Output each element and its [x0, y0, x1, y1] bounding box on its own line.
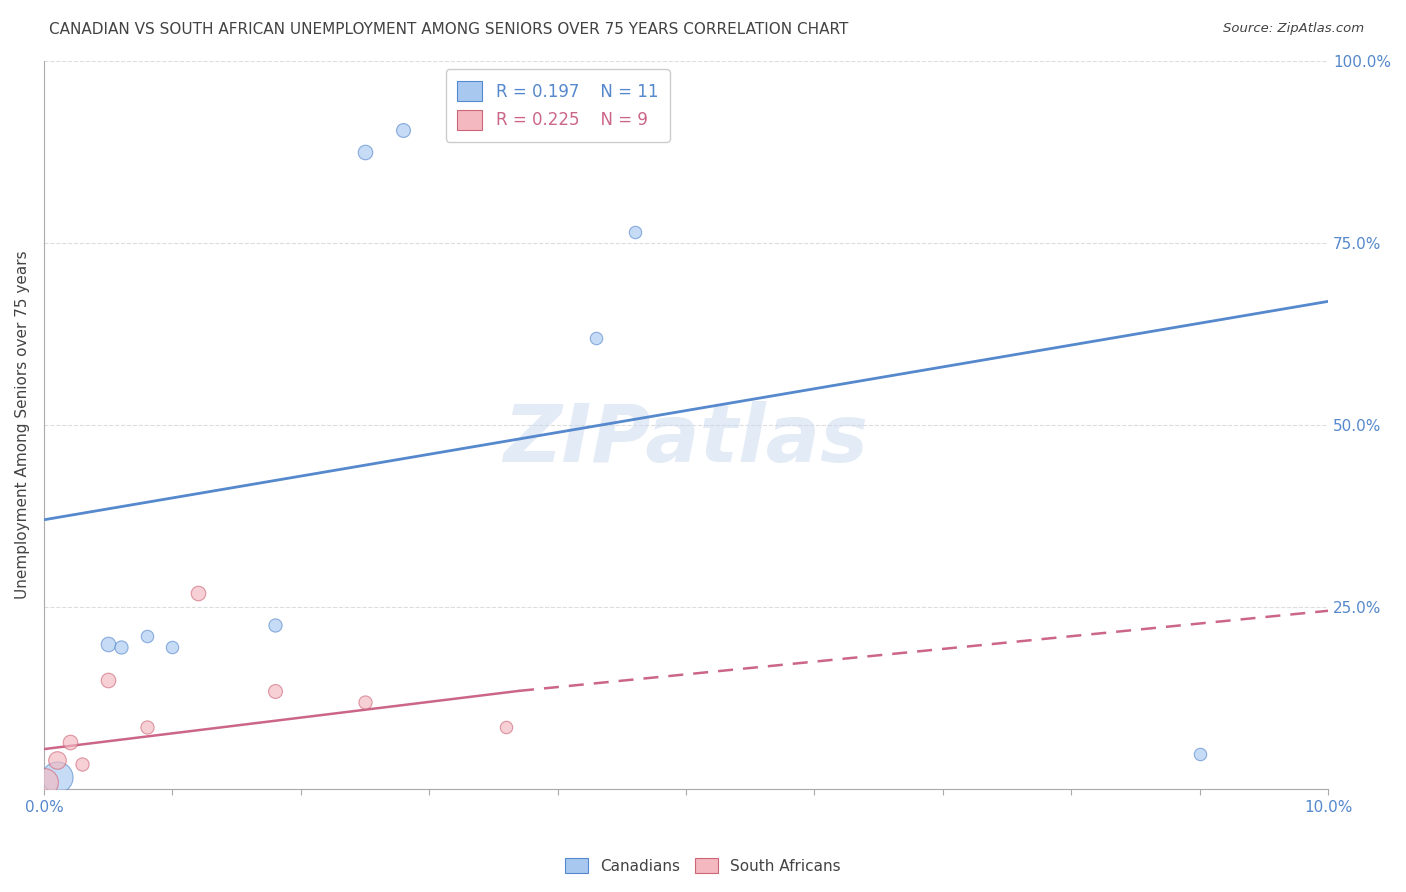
- Text: CANADIAN VS SOUTH AFRICAN UNEMPLOYMENT AMONG SENIORS OVER 75 YEARS CORRELATION C: CANADIAN VS SOUTH AFRICAN UNEMPLOYMENT A…: [49, 22, 849, 37]
- Point: [110, 640, 132, 655]
- Point: [495, 720, 517, 734]
- Text: Source: ZipAtlas.com: Source: ZipAtlas.com: [1223, 22, 1364, 36]
- Point: [354, 145, 377, 160]
- Point: [187, 585, 209, 599]
- Point: [264, 618, 287, 632]
- Point: [623, 225, 645, 239]
- Point: [45, 753, 67, 767]
- Point: [264, 684, 287, 698]
- Point: [135, 629, 157, 643]
- Point: [354, 695, 377, 709]
- Text: ZIPatlas: ZIPatlas: [503, 401, 869, 479]
- Legend: Canadians, South Africans: Canadians, South Africans: [558, 852, 848, 880]
- Point: [58, 735, 80, 749]
- Point: [1188, 747, 1211, 762]
- Point: [45, 771, 67, 785]
- Point: [32, 775, 55, 789]
- Point: [585, 331, 607, 345]
- Point: [482, 79, 505, 94]
- Point: [392, 123, 415, 137]
- Legend: R = 0.197    N = 11, R = 0.225    N = 9: R = 0.197 N = 11, R = 0.225 N = 9: [446, 70, 669, 142]
- Point: [135, 720, 157, 734]
- Point: [97, 673, 120, 687]
- Point: [162, 640, 184, 655]
- Point: [72, 756, 94, 771]
- Point: [97, 636, 120, 650]
- Y-axis label: Unemployment Among Seniors over 75 years: Unemployment Among Seniors over 75 years: [15, 251, 30, 599]
